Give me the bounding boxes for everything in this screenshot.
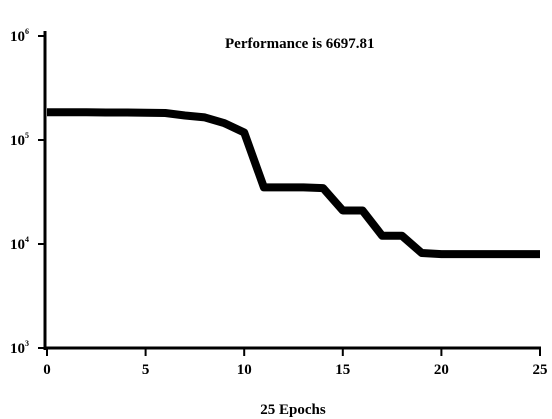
x-tick-label: 15	[335, 362, 350, 378]
series-line	[47, 108, 540, 259]
x-tick-label: 20	[434, 362, 449, 378]
x-axis-label: 25 Epochs	[260, 402, 326, 418]
y-tick-label: 104	[10, 235, 29, 253]
x-tick-label: 5	[142, 362, 150, 378]
y-tick-label: 103	[10, 339, 29, 357]
x-tick-label: 25	[533, 362, 548, 378]
x-ticks: 0 5 10 15 20 25	[43, 348, 548, 378]
chart-title: Performance is 6697.81	[225, 36, 375, 52]
x-tick-label: 10	[237, 362, 252, 378]
y-tick-label: 106	[10, 27, 29, 45]
x-tick-label: 0	[43, 362, 51, 378]
y-ticks: 103 104 105 106	[10, 27, 45, 357]
y-tick-label: 105	[10, 131, 29, 149]
